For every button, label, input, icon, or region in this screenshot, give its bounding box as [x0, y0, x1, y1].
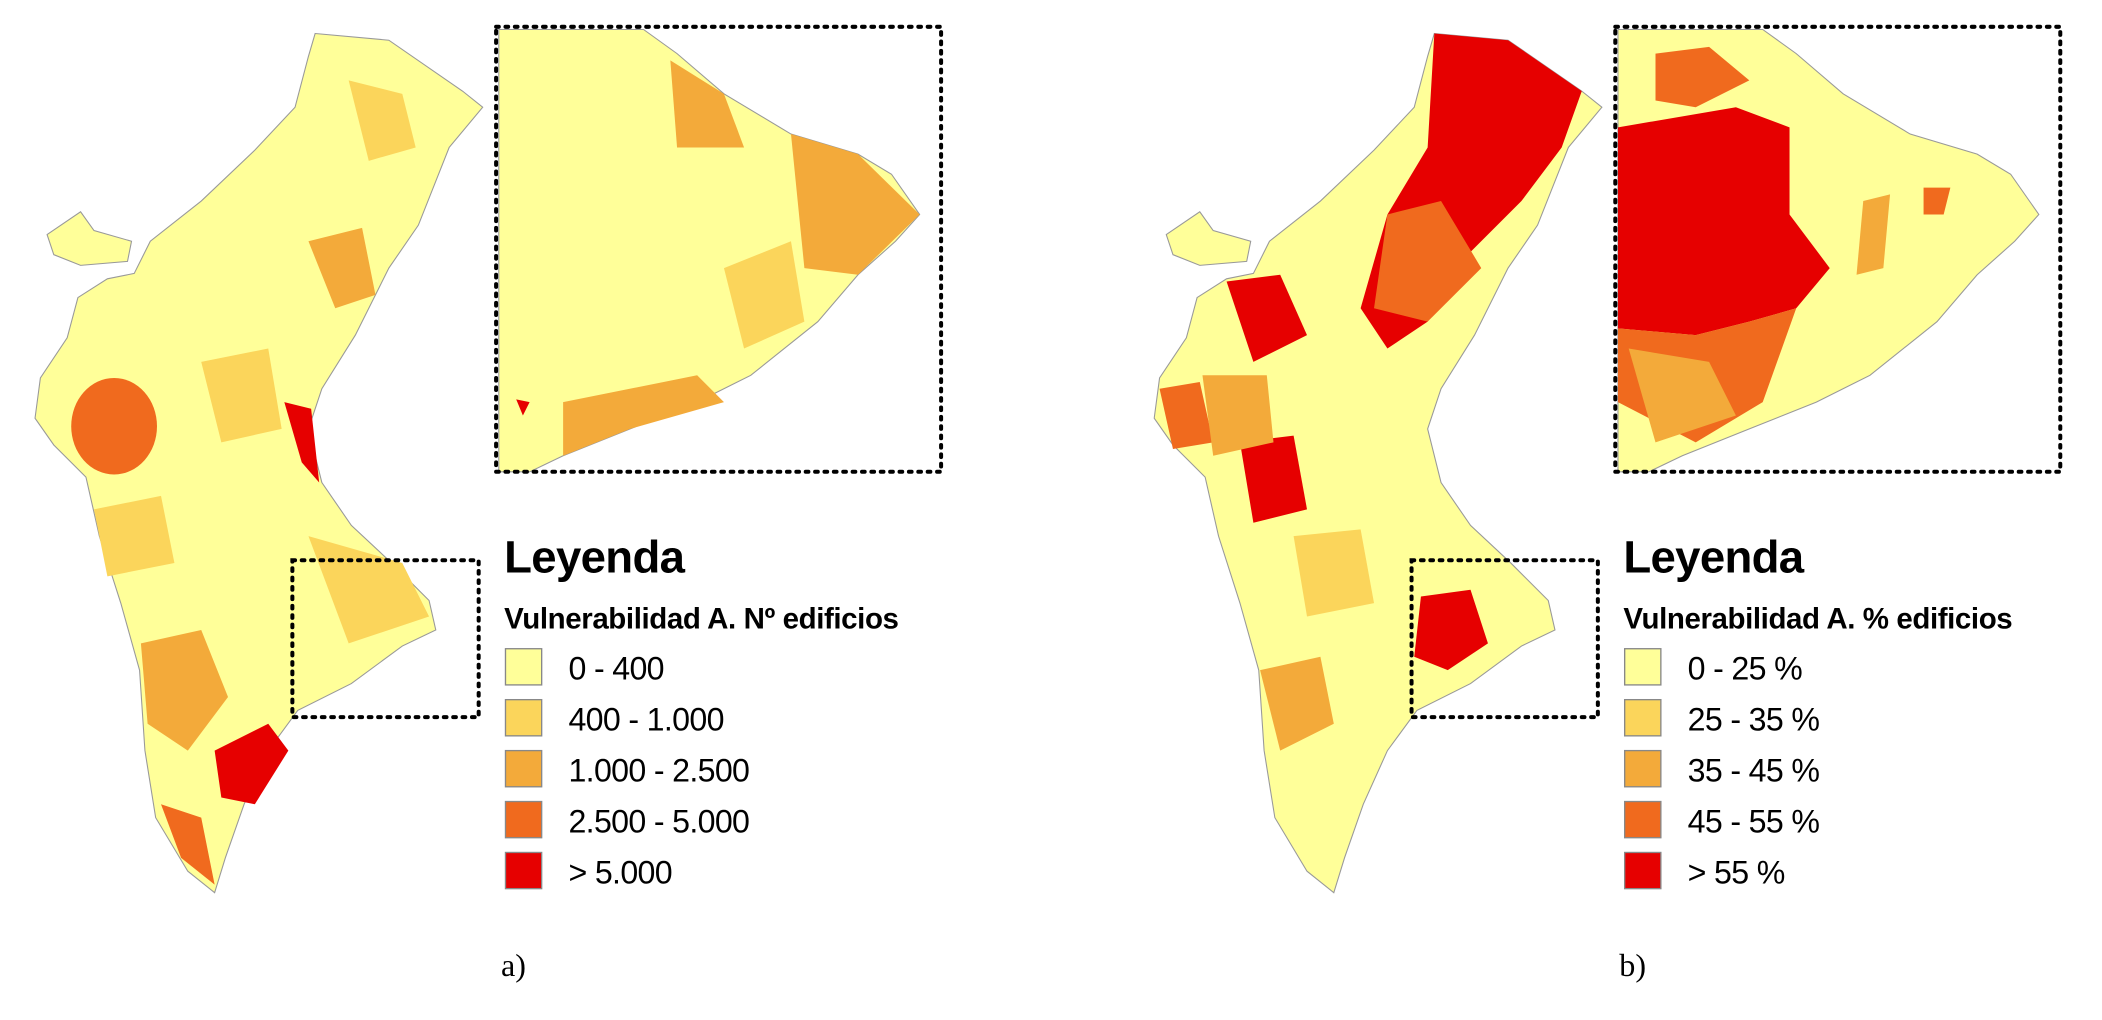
legend-label: 400 - 1.000	[568, 701, 723, 737]
caption: b)	[1619, 947, 1646, 983]
legend-title: Leyenda	[504, 531, 685, 582]
legend-swatch	[504, 851, 543, 890]
legend-subtitle: Vulnerabilidad A. % edificios	[1623, 603, 2012, 636]
legend-label: 0 - 25 %	[1688, 651, 1802, 687]
map-a	[34, 24, 944, 894]
legend-label: 1.000 - 2.500	[568, 752, 749, 788]
legend-label: 25 - 35 %	[1688, 701, 1820, 737]
legend-swatch	[1623, 698, 1662, 737]
legend-label: 2.500 - 5.000	[568, 803, 749, 839]
caption: a)	[501, 947, 526, 983]
legend-label: 0 - 400	[568, 651, 663, 687]
legend-label: > 55 %	[1688, 854, 1785, 890]
legend-swatch	[1623, 749, 1662, 788]
legend-label: 35 - 45 %	[1688, 752, 1820, 788]
legend-label: 45 - 55 %	[1688, 803, 1820, 839]
legend-swatch	[504, 800, 543, 839]
legend-swatch	[1623, 648, 1662, 686]
legend-swatch	[504, 648, 543, 686]
legend-swatch	[504, 749, 543, 788]
legend-subtitle: Vulnerabilidad A. Nº edificios	[504, 603, 898, 636]
legend-swatch	[504, 698, 543, 737]
map-b	[1153, 24, 2063, 894]
legend-swatch	[1623, 851, 1662, 890]
legend-title: Leyenda	[1623, 531, 1804, 582]
legend-swatch	[1623, 800, 1662, 839]
legend-label: > 5.000	[568, 854, 672, 890]
